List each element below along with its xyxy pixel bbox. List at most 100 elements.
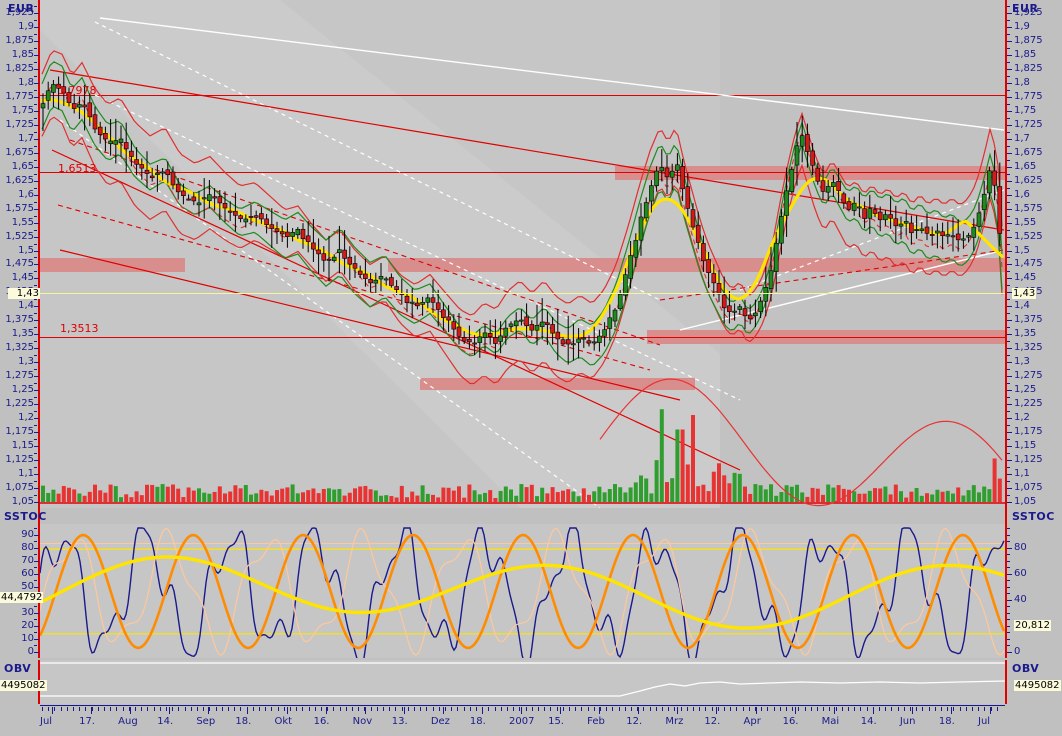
obv-indicator-panel[interactable] xyxy=(40,660,1005,704)
price-tick-label-left: 1,125 xyxy=(5,454,34,466)
price-minor-tick xyxy=(34,495,37,496)
sstoc-minor-tick xyxy=(34,645,37,647)
date-minor-tickmark xyxy=(513,707,514,711)
price-tick-label-right: 1,2 xyxy=(1014,412,1030,424)
price-minor-tick xyxy=(34,369,37,371)
price-tick-label-right: 1,6 xyxy=(1014,188,1030,200)
price-minor-tick xyxy=(34,264,37,266)
price-minor-tick xyxy=(34,488,37,490)
price-minor-tick xyxy=(1007,250,1010,252)
price-minor-tick xyxy=(34,355,37,357)
left-axis-title-eur: EUR xyxy=(8,2,35,15)
price-minor-tick xyxy=(1007,47,1010,49)
date-minor-tickmark xyxy=(197,707,198,711)
sstoc-tick-label-left: 70 xyxy=(21,554,34,566)
date-minor-tickmark xyxy=(743,707,744,711)
date-major-tickmark xyxy=(990,707,991,714)
price-minor-tick xyxy=(1007,215,1010,217)
price-minor-tick xyxy=(34,131,37,133)
price-minor-tick xyxy=(1007,19,1010,21)
date-minor-tickmark xyxy=(842,707,843,711)
price-tick-label-right: 1,875 xyxy=(1014,34,1043,46)
price-minor-tick xyxy=(34,299,37,301)
price-minor-tick xyxy=(34,474,37,476)
price-tick-label-right: 1,55 xyxy=(1014,216,1037,228)
date-tick-label: Mrz xyxy=(665,716,684,727)
date-minor-tickmark xyxy=(991,707,992,711)
price-minor-tick xyxy=(34,19,37,21)
date-minor-tickmark xyxy=(805,707,806,711)
price-tick-label-left: 1,05 xyxy=(11,496,34,507)
price-minor-tick xyxy=(34,61,37,63)
price-tick-label-left: 1,1 xyxy=(18,468,34,480)
price-minor-tick xyxy=(1007,376,1010,378)
date-tick-label: 12. xyxy=(626,716,643,727)
date-major-tickmark xyxy=(91,707,93,714)
price-minor-tick xyxy=(34,390,37,392)
date-minor-tickmark xyxy=(79,707,80,711)
price-tick-label-left: 1,85 xyxy=(11,48,34,60)
price-tick-label-right: 1,925 xyxy=(1014,6,1043,18)
date-minor-tickmark xyxy=(575,707,576,711)
sstoc-minor-tick xyxy=(1007,567,1010,569)
date-minor-tickmark xyxy=(501,707,502,711)
price-minor-tick xyxy=(34,89,37,91)
date-minor-tickmark xyxy=(439,707,440,711)
price-minor-tick xyxy=(1007,138,1010,140)
date-minor-tickmark xyxy=(730,707,731,711)
price-tick-label-right: 1,775 xyxy=(1014,90,1043,102)
sstoc-minor-tick xyxy=(1007,625,1010,627)
price-minor-tick xyxy=(34,243,37,245)
date-tick-label: 12. xyxy=(704,716,721,727)
price-minor-tick xyxy=(1007,453,1010,455)
price-tick-label-left: 1,675 xyxy=(5,146,34,158)
date-minor-tickmark xyxy=(786,707,787,711)
price-tick-label-right: 1,15 xyxy=(1014,440,1037,452)
date-minor-tickmark xyxy=(321,707,322,711)
date-minor-tickmark xyxy=(290,707,291,711)
price-chart-panel[interactable] xyxy=(40,0,1005,508)
price-minor-tick xyxy=(1007,502,1010,503)
price-minor-tick xyxy=(1007,355,1010,357)
date-major-tickmark xyxy=(325,707,327,714)
price-minor-tick xyxy=(34,180,37,182)
price-minor-tick xyxy=(1007,222,1010,224)
left-axis-rail-sstoc xyxy=(38,508,40,658)
annotation-high: 1,7978 xyxy=(58,84,97,97)
sstoc-minor-tick xyxy=(34,625,37,627)
date-minor-tickmark xyxy=(426,707,427,711)
date-tick-label: 18. xyxy=(938,716,955,727)
price-minor-tick xyxy=(1007,397,1010,399)
date-minor-tickmark xyxy=(160,707,161,711)
date-minor-tickmark xyxy=(377,707,378,711)
date-minor-tickmark xyxy=(185,707,186,711)
date-minor-tickmark xyxy=(209,707,210,711)
price-tick-label-left: 1,175 xyxy=(5,426,34,438)
price-tick-label-right: 1,275 xyxy=(1014,370,1043,382)
date-minor-tickmark xyxy=(259,707,260,711)
date-minor-tickmark xyxy=(662,707,663,711)
price-tick-label-left: 1,2 xyxy=(18,412,34,424)
date-minor-tickmark xyxy=(631,707,632,711)
current-price-label-left: 1,43 xyxy=(8,288,40,299)
date-tick-label: Jul xyxy=(40,716,53,727)
price-minor-tick xyxy=(34,341,37,343)
price-minor-tick xyxy=(1007,285,1010,287)
sstoc-minor-tick xyxy=(1007,580,1010,582)
sstoc-minor-tick xyxy=(34,619,37,621)
price-minor-tick xyxy=(34,47,37,49)
level-line-17978 xyxy=(40,95,1005,96)
date-minor-tickmark xyxy=(774,707,775,711)
price-tick-label-left: 1,55 xyxy=(11,216,34,228)
sstoc-indicator-panel[interactable] xyxy=(40,524,1005,658)
price-minor-tick xyxy=(1007,299,1010,301)
date-minor-tickmark xyxy=(247,707,248,711)
date-minor-tickmark xyxy=(960,707,961,711)
date-major-tickmark xyxy=(208,707,210,714)
date-major-tickmark xyxy=(169,707,171,714)
date-minor-tickmark xyxy=(464,707,465,711)
date-minor-tickmark xyxy=(395,707,396,711)
price-tick-label-right: 1,85 xyxy=(1014,48,1037,60)
date-minor-tickmark xyxy=(848,707,849,711)
